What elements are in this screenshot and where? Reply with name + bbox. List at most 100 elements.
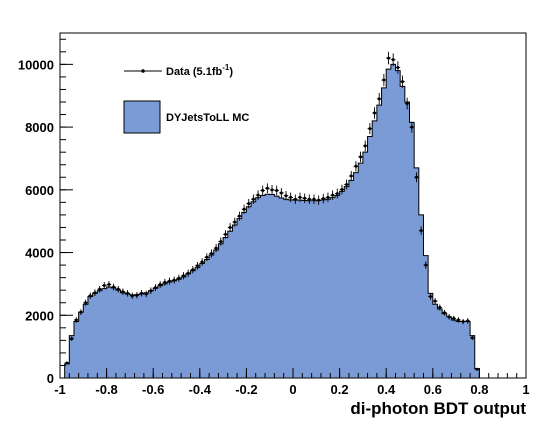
data-point-marker [144,292,148,296]
data-point-marker [195,264,199,268]
data-point [237,211,242,221]
data-point [283,191,289,201]
x-tick-label: -1 [54,382,66,397]
data-point-marker [424,263,428,267]
x-tick-label: 1 [522,382,529,397]
data-point [376,92,382,105]
data-point-marker [163,280,167,284]
data-point [414,172,419,183]
data-point [353,161,359,172]
data-point-marker [107,283,111,287]
data-point [330,190,335,200]
data-point [320,193,326,204]
data-point-marker [317,198,321,202]
data-point [78,309,84,316]
data-point-marker [237,214,241,218]
data-point [74,317,79,323]
data-point-marker [256,193,260,197]
data-point-marker [116,287,120,291]
data-point-marker [382,78,386,82]
data-point-marker [419,229,423,233]
data-point-marker [265,186,269,190]
data-point [460,318,466,325]
data-point [325,192,331,203]
data-point [87,292,93,300]
legend-data-label: Data (5.1fb-1) [166,63,233,78]
data-point [432,298,438,305]
data-point-marker [466,319,470,323]
data-point [274,185,279,196]
data-point [367,123,373,135]
data-point [185,269,191,277]
data-point-marker [70,337,74,341]
mc-histogram [60,63,480,379]
data-point-marker [433,299,437,303]
y-tick-label: 0 [47,371,54,386]
data-point-marker [228,225,232,229]
data-point [474,367,480,371]
data-point [409,121,415,133]
x-tick-label: 0.6 [424,382,442,397]
y-tick-label: 8000 [25,120,54,135]
data-point-marker [102,283,106,287]
data-point-marker [135,293,139,297]
data-point [97,285,102,293]
data-point [358,151,363,163]
data-point-marker [470,336,474,340]
legend-mc-swatch [123,100,161,134]
data-point [390,53,396,66]
data-point [470,335,475,341]
data-point-marker [168,279,172,283]
data-point-marker [321,197,325,201]
x-tick-label: 0.8 [470,382,488,397]
data-point-marker [387,56,391,60]
legend-data-marker [141,69,145,73]
data-point [125,290,130,297]
data-point [442,309,447,316]
data-point-marker [284,194,288,198]
data-point-marker [391,58,395,62]
data-point [395,61,401,74]
data-point [339,184,345,195]
data-point-marker [251,197,255,201]
y-tick-label: 6000 [25,183,54,198]
data-point-marker [200,260,204,264]
data-point-marker [242,207,246,211]
data-point-marker [279,191,283,195]
data-point-marker [205,255,209,259]
data-point [143,290,149,298]
data-point-marker [359,155,363,159]
data-point [176,274,182,282]
data-point [92,289,98,296]
data-point-marker [93,291,97,295]
data-point [362,140,368,152]
data-point [209,249,214,258]
data-point [153,284,158,292]
y-tick-label: 4000 [25,246,54,261]
y-axis: 0 2000 4000 6000 8000 10000 [18,38,73,386]
data-point [400,75,405,88]
data-point [167,277,172,285]
data-point-marker [452,316,456,320]
data-point [348,170,354,182]
data-point [451,315,457,322]
data-point [316,195,321,205]
data-point-marker [377,97,381,101]
data-point [307,194,312,204]
data-point-marker [373,111,377,115]
data-point [302,193,307,204]
data-point [213,244,219,253]
x-tick-label: -0.2 [235,382,257,397]
data-point-marker [247,202,251,206]
data-point [297,192,303,203]
data-point [428,293,433,300]
x-tick-label: 0.2 [331,382,349,397]
data-point-marker [293,197,297,201]
data-point [288,192,293,203]
data-point [246,198,252,209]
data-point-marker [158,283,162,287]
data-point-marker [275,188,279,192]
data-point [251,194,256,204]
data-point [279,188,284,198]
